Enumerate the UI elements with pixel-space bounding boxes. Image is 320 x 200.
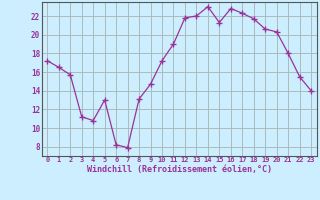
X-axis label: Windchill (Refroidissement éolien,°C): Windchill (Refroidissement éolien,°C) — [87, 165, 272, 174]
